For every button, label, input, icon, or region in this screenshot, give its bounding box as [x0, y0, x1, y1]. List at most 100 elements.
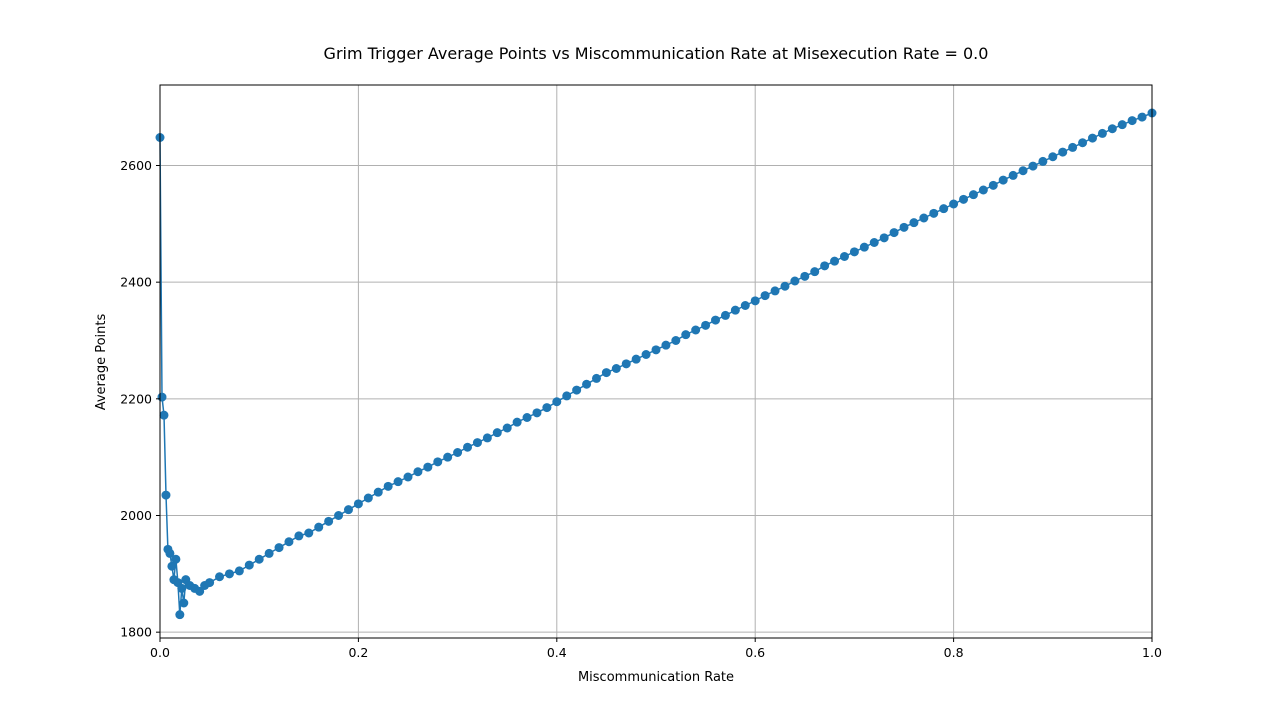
x-tick-label: 0.8 — [944, 645, 964, 660]
data-point — [988, 180, 998, 190]
data-point — [939, 204, 949, 214]
data-point — [433, 457, 443, 467]
data-point — [929, 208, 939, 218]
data-point — [859, 242, 869, 252]
x-tick-label: 0.0 — [150, 645, 170, 660]
data-point — [552, 397, 562, 407]
data-point — [978, 185, 988, 195]
data-point — [343, 505, 353, 515]
axes-frame — [159, 84, 1153, 639]
data-point — [770, 286, 780, 296]
data-point — [820, 261, 830, 271]
data-point — [740, 301, 750, 310]
data-point — [750, 296, 760, 306]
data-point — [919, 213, 929, 223]
data-point — [899, 222, 909, 232]
data-point — [294, 531, 304, 541]
data-point — [959, 194, 969, 204]
data-point — [651, 345, 661, 355]
data-point — [611, 364, 621, 373]
y-tick-label: 2400 — [120, 275, 152, 290]
data-point — [1117, 120, 1127, 130]
x-tick-label: 0.4 — [547, 645, 567, 660]
data-point — [423, 462, 433, 472]
data-point — [691, 325, 701, 335]
grid — [159, 85, 1153, 638]
data-point — [161, 490, 171, 500]
data-point — [165, 548, 175, 558]
data-point — [711, 315, 721, 325]
data-point — [334, 511, 344, 520]
data-point — [1038, 156, 1048, 166]
data-point — [512, 417, 522, 427]
data-point — [502, 423, 512, 433]
data-point — [621, 359, 631, 369]
data-point — [720, 310, 730, 320]
x-axis-label: Miscommunication Rate — [578, 670, 734, 685]
series-line — [159, 112, 1153, 615]
data-point — [205, 578, 215, 588]
data-point — [1018, 166, 1028, 176]
data-point — [889, 228, 899, 238]
data-point — [472, 438, 482, 448]
data-point — [413, 467, 423, 477]
data-point — [175, 610, 185, 620]
data-point — [304, 528, 314, 538]
y-tick-label: 1800 — [120, 625, 152, 640]
data-point — [453, 448, 463, 457]
data-point — [264, 548, 274, 558]
data-point — [572, 385, 582, 395]
data-point — [1078, 138, 1088, 148]
data-point — [274, 543, 284, 553]
data-point — [800, 271, 810, 281]
x-tick-label: 0.2 — [348, 645, 368, 660]
data-point — [403, 472, 413, 482]
data-point — [1127, 116, 1137, 126]
data-point — [1008, 170, 1018, 180]
data-point — [998, 175, 1008, 185]
data-point — [790, 276, 800, 286]
data-point — [284, 537, 294, 547]
data-point — [1068, 142, 1078, 152]
data-point — [244, 560, 254, 570]
data-point — [760, 291, 770, 301]
plot-area — [155, 108, 1157, 620]
data-point — [234, 566, 244, 576]
data-point — [869, 238, 879, 247]
data-point — [830, 256, 840, 266]
data-point — [582, 379, 592, 389]
chart-title: Grim Trigger Average Points vs Miscommun… — [324, 44, 989, 63]
data-point — [1048, 152, 1058, 162]
data-point — [701, 320, 711, 330]
data-point — [1097, 128, 1107, 138]
data-point — [522, 413, 532, 422]
y-axis: 1800 2000 2200 2400 2600 — [120, 158, 160, 640]
x-axis: 0.0 0.2 0.4 0.6 0.8 1.0 — [150, 638, 1162, 660]
data-point — [363, 493, 373, 503]
data-point — [482, 433, 492, 443]
data-point — [671, 336, 681, 345]
data-point — [443, 452, 453, 462]
data-point — [1107, 124, 1117, 134]
data-point — [324, 516, 334, 526]
data-point — [631, 354, 641, 364]
data-point — [661, 340, 671, 350]
data-point — [968, 190, 978, 200]
data-point — [314, 522, 324, 532]
data-point — [949, 199, 959, 209]
data-point — [167, 561, 177, 571]
data-point — [1058, 147, 1068, 157]
data-point — [780, 281, 790, 291]
data-point — [393, 477, 403, 487]
data-point — [157, 392, 167, 402]
data-point — [383, 481, 393, 491]
data-point — [215, 572, 225, 582]
data-point — [849, 247, 859, 257]
data-point — [601, 368, 611, 378]
data-point — [1087, 133, 1097, 143]
y-tick-label: 2600 — [120, 158, 152, 173]
data-point — [641, 350, 651, 359]
data-point — [879, 233, 889, 243]
data-point — [839, 252, 849, 261]
